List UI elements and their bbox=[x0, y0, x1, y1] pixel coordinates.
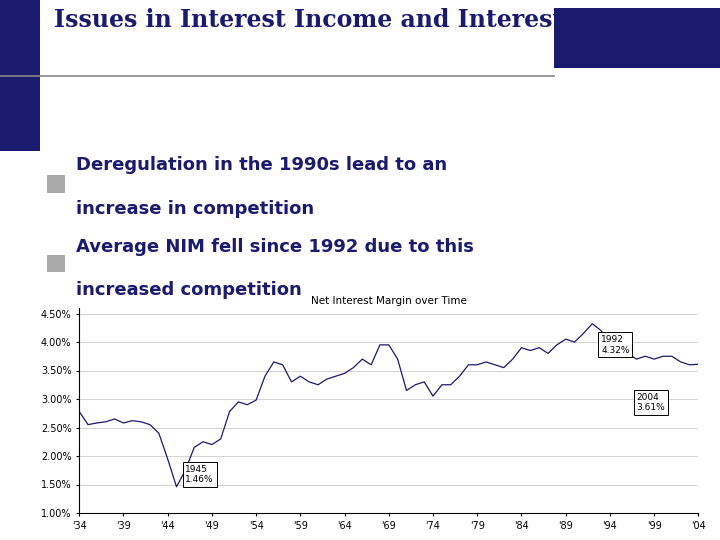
Text: Deregulation in the 1990s lead to an: Deregulation in the 1990s lead to an bbox=[76, 157, 446, 174]
Text: Average NIM fell since 1992 due to this: Average NIM fell since 1992 due to this bbox=[76, 238, 474, 255]
Text: increased competition: increased competition bbox=[76, 281, 302, 299]
Bar bbox=[47, 176, 65, 193]
Text: Issues in Interest Income and Interest Expense: Issues in Interest Income and Interest E… bbox=[54, 8, 680, 31]
Bar bbox=[554, 8, 720, 68]
Text: 1992
4.32%: 1992 4.32% bbox=[601, 335, 629, 355]
Title: Net Interest Margin over Time: Net Interest Margin over Time bbox=[311, 295, 467, 306]
Text: 2004
3.61%: 2004 3.61% bbox=[636, 393, 665, 412]
Text: 1945
1.46%: 1945 1.46% bbox=[185, 464, 214, 484]
Text: increase in competition: increase in competition bbox=[76, 200, 314, 218]
Bar bbox=[47, 255, 65, 272]
Bar bbox=[0, 0, 40, 151]
